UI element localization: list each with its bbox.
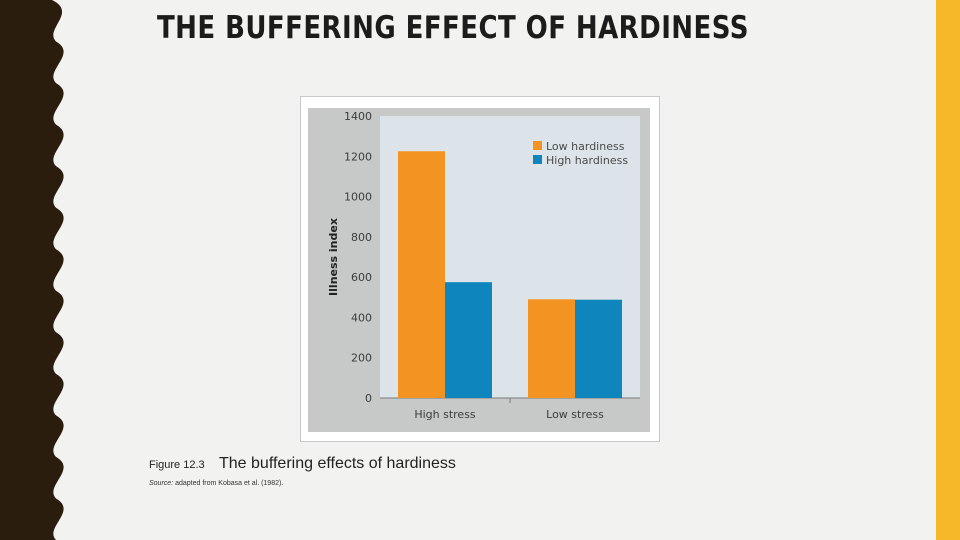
figure-frame: 0 200 400 600 800 1000 1200 1400 High stress Low … [300,96,660,442]
legend-swatch [533,141,542,150]
y-tick-label: 1400 [344,110,372,123]
source-label: Source: [149,480,174,487]
y-tick-label: 800 [351,231,372,244]
figure-source: Source: adapted from Kobasa et al. (1982… [149,480,283,487]
bar-high-hardiness [575,299,622,398]
wavy-left-border [0,0,64,540]
figure-number: Figure 12.3 [149,459,205,471]
slide-title: THE BUFFERING EFFECT OF HARDINESS [157,10,749,46]
bar-low-hardiness [398,151,445,398]
y-tick-label: 600 [351,271,372,284]
y-tick-label: 200 [351,352,372,365]
bar-chart: 0 200 400 600 800 1000 1200 1400 High stress Low … [308,108,650,432]
bar-high-hardiness [445,282,492,398]
y-tick-label: 400 [351,311,372,324]
x-tick-label: Low stress [546,408,604,421]
y-tick-label: 1000 [344,191,372,204]
source-text: adapted from Kobasa et al. (1982). [175,480,284,487]
right-accent-stripe [936,0,960,540]
bar-low-hardiness [528,299,575,398]
legend-label: Low hardiness [546,140,625,153]
y-tick-label: 0 [365,392,372,405]
figure-caption: The buffering effects of hardiness [219,455,456,472]
legend-label: High hardiness [546,154,628,167]
y-axis-label: Illness index [327,218,340,296]
x-tick-label: High stress [414,408,476,421]
y-tick-label: 1200 [344,150,372,163]
legend-swatch [533,155,542,164]
